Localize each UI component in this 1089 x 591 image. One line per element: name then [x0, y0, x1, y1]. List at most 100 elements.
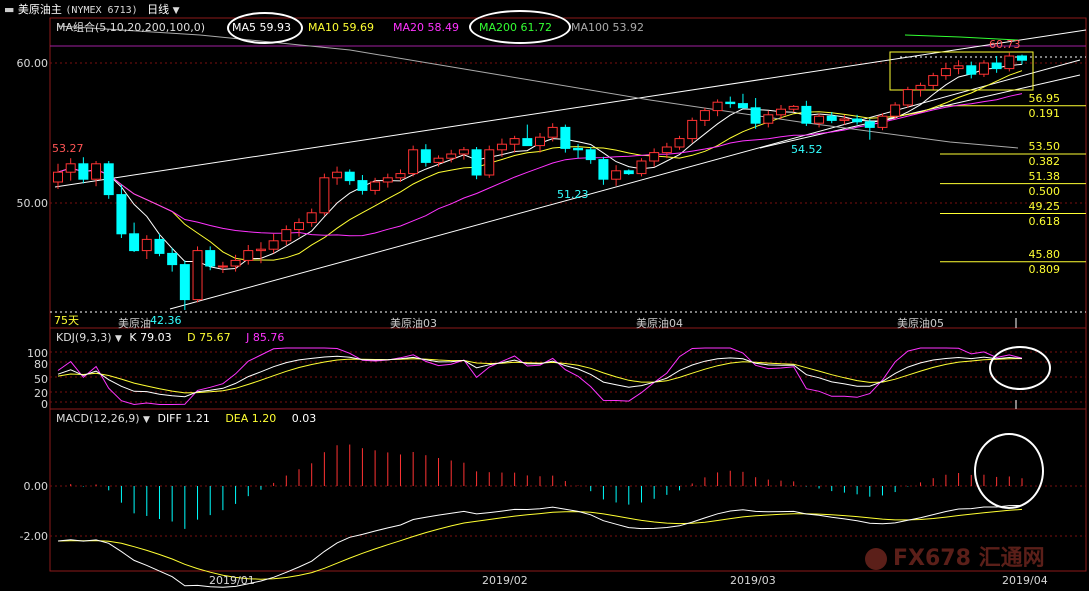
candle-body-44 [611, 170, 622, 180]
candle-body-7 [141, 238, 152, 252]
channel-trendline [759, 74, 1081, 149]
candle-body-24 [357, 180, 368, 191]
candle-body-23 [344, 171, 355, 182]
candle-body-57 [776, 108, 786, 116]
candle-body-53 [725, 101, 736, 105]
candle-body-4 [103, 163, 114, 196]
candle-body-25 [370, 181, 381, 191]
candle-body-36 [509, 138, 520, 145]
ma200-label: MA200 [479, 21, 518, 34]
candle-body-28 [408, 149, 419, 175]
x-label-2019-04: 2019/04 [1002, 574, 1048, 587]
fib-ratio-2: 0.382 [1028, 155, 1061, 168]
candle-body-51 [699, 110, 710, 121]
macd-legend: MACD(12,26,9) ▼ DIFF 1.21 DEA 1.20 0.03 [56, 412, 316, 427]
chevron-down-icon[interactable]: ▼ [115, 334, 122, 344]
candle-body-54 [737, 103, 748, 109]
macd-tick-0: 0.00 [23, 480, 49, 493]
ma20-label: MA20 [393, 21, 425, 34]
kdj-k-value: K 79.03 [129, 331, 172, 344]
fib-ratio-3: 0.500 [1028, 185, 1061, 198]
candle-body-30 [433, 157, 444, 163]
candle-body-6 [129, 233, 140, 252]
candle-body-12 [205, 250, 216, 267]
candle-body-37 [522, 138, 533, 147]
contract-label-05: 美原油05 [897, 317, 944, 330]
kdj-label: KDJ(9,3,3) [56, 331, 112, 344]
candle-body-42 [585, 149, 596, 161]
candle-body-22 [332, 171, 343, 179]
kdj-j-line [57, 347, 1023, 406]
contract-label-03: 美原油03 [390, 317, 437, 330]
kdj-tick-50: 50 [34, 373, 48, 386]
candle-body-38 [535, 136, 545, 147]
candle-body-52 [712, 101, 723, 112]
candle-body-70 [940, 68, 951, 77]
candle-body-31 [446, 153, 457, 159]
ma200-line [904, 34, 1019, 41]
candle-body-32 [458, 149, 469, 155]
menu-icon[interactable]: ▬ [4, 3, 15, 16]
instrument-code: (NYMEX 6713) [65, 5, 138, 16]
candle-body-10 [179, 264, 190, 301]
kdj-tick-0: 0 [41, 398, 48, 411]
kdj-tick-20: 20 [34, 387, 48, 400]
ma100-legend: MA100 53.92 [571, 21, 644, 35]
candle-body-45 [623, 170, 634, 175]
instrument-title: 美原油主 [17, 3, 62, 16]
ma100-label: MA100 [571, 21, 610, 34]
macd-label: MACD(12,26,9) [56, 412, 140, 425]
ma10-line [57, 70, 1023, 261]
candle-body-20 [306, 212, 317, 224]
candle-body-19 [294, 222, 304, 231]
low-label-left: 42.36 [150, 314, 182, 327]
kdj-legend: KDJ(9,3,3) ▼ K 79.03 D 75.67 J 85.76 [56, 331, 284, 346]
candle-body-66 [890, 104, 901, 117]
ma200-legend: MA200 61.72 [479, 21, 552, 35]
candle-body-65 [877, 115, 888, 128]
chevron-down-icon[interactable]: ▼ [143, 415, 150, 425]
candle-body-60 [814, 115, 825, 124]
candle-body-41 [573, 147, 584, 151]
contract-label-02: 美原油 [118, 317, 151, 330]
candle-body-68 [915, 84, 926, 91]
upper-trendline [54, 29, 1087, 188]
macd-tick-neg2: -2.00 [19, 530, 48, 543]
ma200-value: 61.72 [520, 21, 553, 34]
candle-body-58 [788, 105, 799, 110]
x-label-2019-02: 2019/02 [482, 574, 528, 587]
ma100-line [57, 25, 1019, 149]
ma5-legend: MA5 59.93 [232, 21, 291, 35]
candle-body-1 [65, 163, 76, 173]
candle-body-14 [230, 259, 241, 267]
candle-body-62 [839, 118, 850, 121]
candle-body-16 [255, 248, 266, 252]
kdj-j-value: J 85.76 [246, 331, 285, 344]
fib-price-5: 45.80 [1028, 248, 1061, 261]
ma5-value: 59.93 [259, 21, 292, 34]
ma5-label: MA5 [232, 21, 257, 34]
high-label-left: 53.27 [52, 142, 84, 155]
fib-price-3: 51.38 [1028, 170, 1061, 183]
ma5-line [57, 63, 1023, 270]
ma10-legend: MA10 59.69 [308, 21, 374, 35]
chevron-down-icon[interactable]: ▼ [172, 6, 180, 16]
x-label-2019-01: 2019/01 [209, 574, 255, 587]
candle-body-72 [966, 65, 977, 75]
watermark-text: FX678 汇通网 [893, 546, 1045, 571]
plot-frame [49, 17, 1087, 572]
candle-body-39 [547, 126, 558, 138]
candle-body-63 [852, 118, 863, 123]
low-label-right: 54.52 [791, 143, 823, 156]
candle-body-35 [496, 143, 507, 151]
kdj-d-value: D 75.67 [187, 331, 231, 344]
candle-body-73 [978, 62, 989, 75]
candle-body-55 [750, 107, 761, 124]
period-select[interactable]: 日线 [147, 3, 170, 16]
candle-body-46 [636, 160, 647, 175]
period-count-label: 75天 [54, 314, 79, 327]
kdj-k-line [57, 355, 1023, 398]
candle-body-3 [91, 163, 102, 180]
candle-body-15 [243, 250, 254, 261]
